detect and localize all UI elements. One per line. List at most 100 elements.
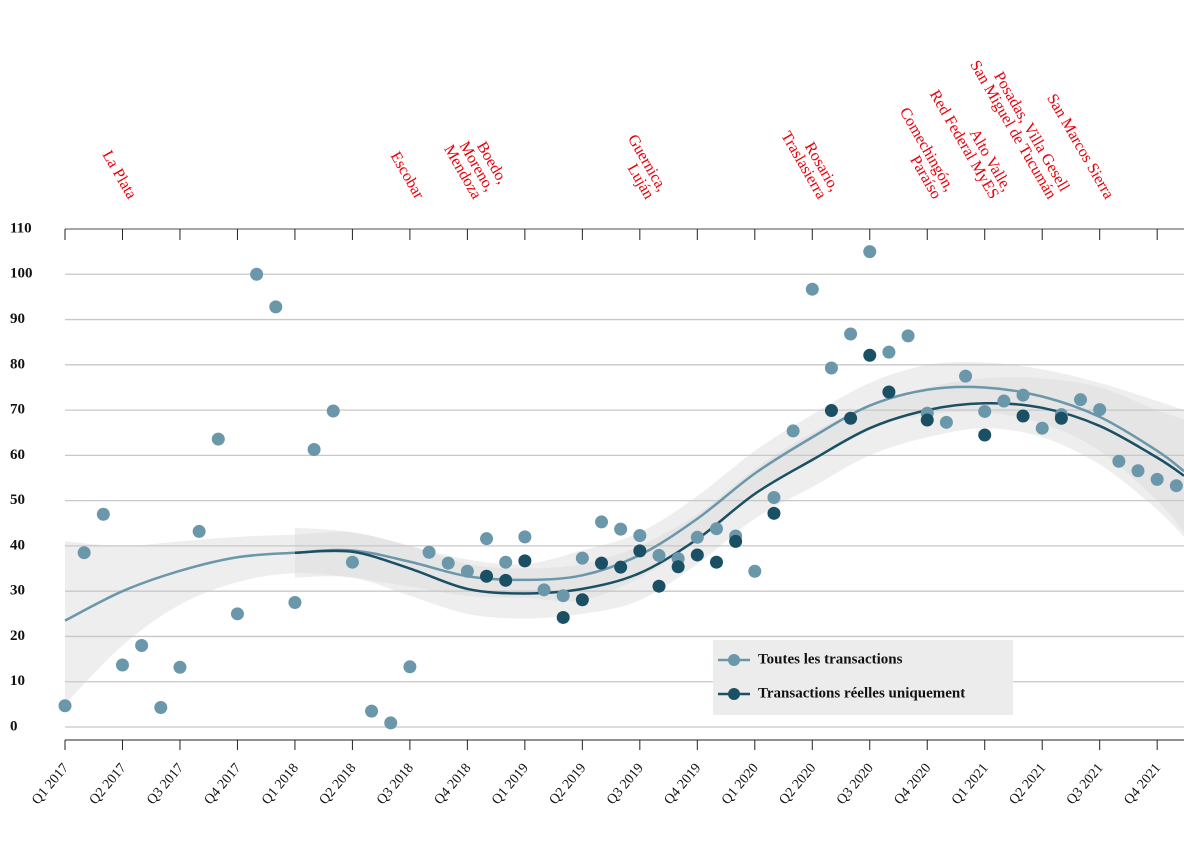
annotation: Escobar [387,149,428,203]
data-point [499,573,513,587]
x-tick-label: Q4 2021 [1121,761,1164,808]
legend-marker [728,654,740,666]
data-point [518,530,532,544]
data-point [1016,388,1030,402]
data-point [978,428,992,442]
x-tick-label: Q3 2020 [834,761,877,808]
data-point [269,300,283,314]
data-point [135,639,149,653]
x-tick-label: Q2 2018 [317,761,360,808]
data-point [805,282,819,296]
x-tick-label: Q1 2018 [259,761,302,808]
x-tick-label: Q3 2021 [1064,761,1107,808]
x-tick-label: Q4 2018 [432,761,475,808]
legend-label: Transactions réelles uniquement [758,685,965,701]
data-point [58,699,72,713]
confidence-band [294,377,1184,619]
data-point [384,716,398,730]
data-point [671,560,685,574]
data-point [882,345,896,359]
x-tick-label: Q4 2019 [662,761,705,808]
legend: Toutes les transactions Transactions réel… [713,640,1013,715]
data-point [288,596,302,609]
data-point [307,442,321,456]
annotation-line: Escobar [387,149,428,203]
x-tick-label: Q2 2020 [777,761,820,808]
x-tick-label: Q1 2017 [29,761,72,808]
data-point [345,555,359,569]
data-point [460,564,474,578]
y-tick-label: 40 [10,537,25,553]
data-point [863,348,877,362]
legend-marker [728,688,740,700]
data-point [997,394,1011,408]
y-tick-label: 90 [10,311,25,327]
x-tick-label: Q1 2021 [949,761,992,808]
data-point [1093,403,1107,417]
x-tick-label: Q2 2021 [1007,761,1050,808]
y-tick-label: 0 [10,718,18,734]
y-tick-label: 80 [10,356,25,372]
x-tick-label: Q2 2019 [547,761,590,808]
x-tick-label: Q1 2019 [489,761,532,808]
data-point [77,546,91,560]
data-point [365,704,379,718]
data-point [863,245,877,259]
x-tick-label: Q4 2017 [202,761,245,808]
x-tick-label: Q1 2020 [719,761,762,808]
x-tick-label: Q4 2020 [892,761,935,808]
data-point [115,658,129,672]
data-point [786,424,800,438]
data-point [154,701,168,715]
data-point [556,589,570,603]
annotation: Guernica,Luján [611,132,670,202]
y-tick-label: 30 [10,583,25,599]
legend-label: Toutes les transactions [758,651,903,667]
data-point [748,564,762,578]
data-point [824,404,838,418]
data-point [575,593,589,607]
legend-box [713,640,1013,715]
data-point [499,555,513,569]
data-point [518,554,532,568]
data-point [595,556,609,570]
data-point [633,544,647,558]
data-point [614,522,628,536]
data-point [729,534,743,548]
data-point [824,361,838,375]
y-tick-label: 110 [10,220,32,236]
data-point [882,385,896,399]
data-point [844,411,858,425]
data-point [595,515,609,529]
data-point [192,524,206,538]
data-point [480,532,494,546]
y-tick-label: 70 [10,402,25,418]
data-point [1112,454,1126,468]
data-point [614,560,628,574]
data-point [690,530,704,544]
data-point [939,415,953,429]
data-point [1131,464,1145,478]
data-point [1169,479,1183,493]
data-point [537,583,551,597]
annotation: Rosario,Traslasierra [777,121,842,202]
data-point [767,490,781,504]
data-point [959,369,973,383]
annotation-line: La Plata [99,148,140,202]
data-point [709,555,723,569]
data-point [211,432,225,446]
data-point [230,607,244,621]
y-tick-label: 60 [10,447,25,463]
x-tick-label: Q2 2017 [87,761,130,808]
data-point [575,551,589,565]
data-point [690,548,704,562]
x-tick-label: Q3 2018 [374,761,417,808]
data-point [920,413,934,427]
y-tick-label: 50 [10,492,25,508]
data-point [652,548,666,562]
data-point [556,610,570,624]
y-tick-label: 100 [10,266,33,282]
data-point [844,327,858,341]
data-point [250,267,264,281]
data-point [480,569,494,583]
